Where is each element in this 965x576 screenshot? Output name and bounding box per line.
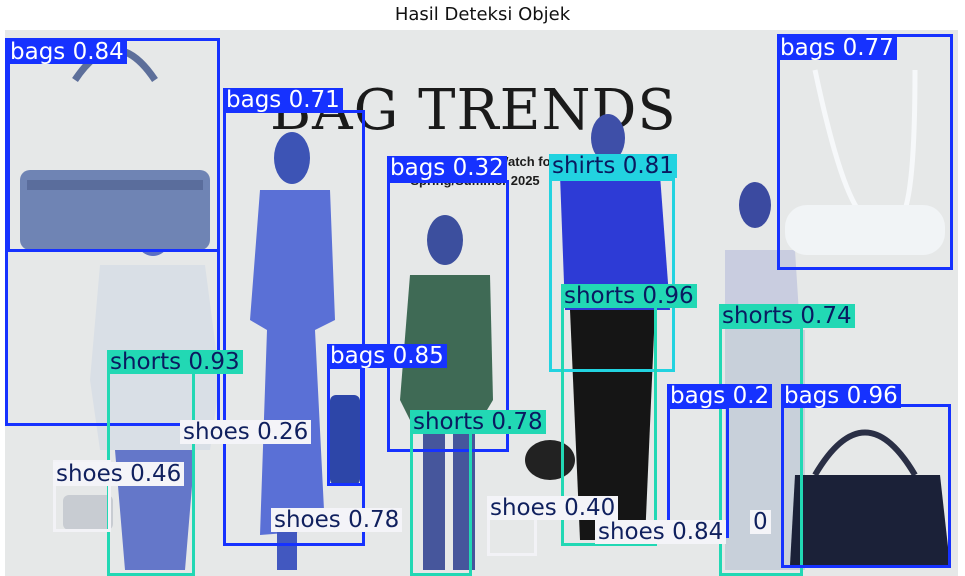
- detection-label-truncated: 0: [750, 510, 771, 534]
- detection-label-shorts-093: shorts 0.93: [107, 350, 243, 374]
- figure-title: Hasil Deteksi Objek: [394, 4, 571, 25]
- detection-label-bags-077: bags 0.77: [777, 36, 897, 60]
- detection-label-bags-071: bags 0.71: [223, 88, 343, 112]
- detection-label-shorts-074: shorts 0.74: [719, 304, 855, 328]
- detection-box-shorts-078: [410, 430, 472, 576]
- detection-label-shorts-078: shorts 0.78: [410, 410, 546, 434]
- detection-label-bags-085: bags 0.85: [327, 344, 447, 368]
- bag-navy-hobo: [790, 429, 950, 565]
- detection-box-bags-085: [327, 366, 363, 486]
- detection-label-shoes-046: shoes 0.46: [53, 462, 185, 486]
- detection-box-bags-2: [7, 38, 220, 252]
- detection-label-shirts-081: shirts 0.81: [549, 154, 677, 178]
- detection-box-bags-077: [777, 34, 953, 270]
- detection-label-shoes-078: shoes 0.78: [271, 508, 403, 532]
- detection-label-shoes-026: shoes 0.26: [180, 420, 312, 444]
- detection-label-shorts-096: shorts 0.96: [561, 284, 697, 308]
- scene-silhouettes: [20, 46, 950, 570]
- detection-box-shoes-046: [53, 460, 111, 532]
- bag-white-baguette: [785, 69, 945, 255]
- detection-image: BAG TRENDS The Handbag to Watch for Spri…: [5, 30, 958, 576]
- detection-label-bags-02: bags 0.2: [667, 384, 773, 408]
- model-blue-dress: [250, 132, 335, 570]
- detection-box-shirts-081: [549, 178, 675, 372]
- detection-box-bags-096: [781, 404, 951, 568]
- detection-label-bags-084: bags 0.84: [7, 40, 127, 64]
- model-blue-shirt: [560, 114, 670, 540]
- detection-box-bags-032: [387, 180, 509, 452]
- detection-label-bags-032: bags 0.32: [387, 156, 507, 180]
- detection-label-shoes-040: shoes 0.40: [487, 496, 619, 520]
- detection-label-bags-096: bags 0.96: [781, 384, 901, 408]
- bag-light-small: [63, 495, 113, 530]
- bag-small-blue: [330, 395, 360, 485]
- detection-label-shoes-084: shoes 0.84: [595, 520, 727, 544]
